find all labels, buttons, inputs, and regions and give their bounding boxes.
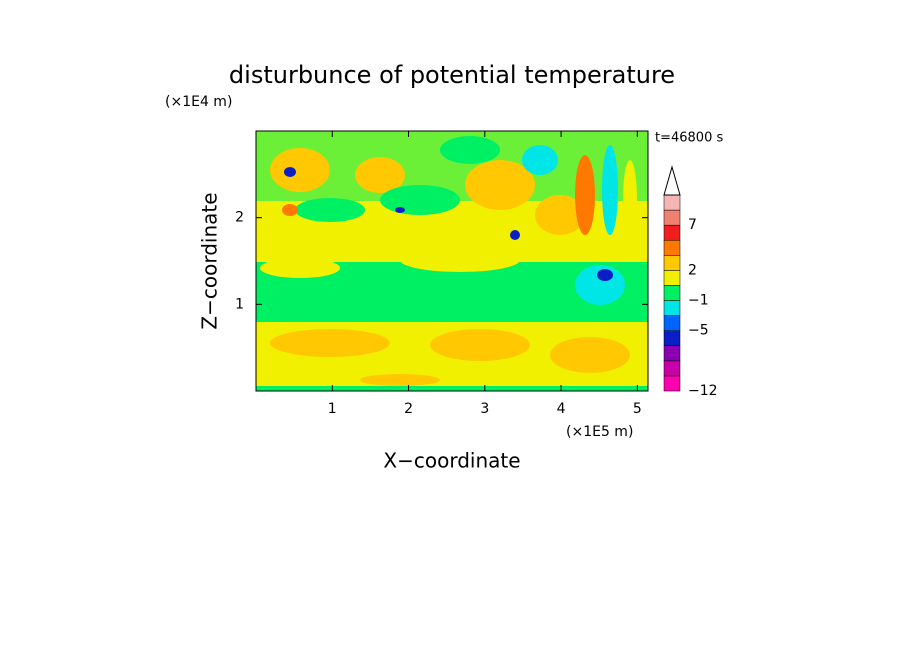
colorbar-segment: [663, 239, 681, 256]
colorbar-segment: [663, 270, 681, 286]
x-axis-label: X−coordinate: [383, 449, 520, 473]
colorbar-segment: [663, 300, 681, 316]
colorbar-label: −12: [688, 383, 718, 399]
colorbar-segment: [663, 255, 681, 271]
colorbar-label: −5: [688, 323, 709, 339]
colorbar-label: −1: [688, 293, 709, 309]
colorbar-segment: [663, 285, 681, 301]
colorbar-segment: [663, 345, 681, 362]
colorbar-segment: [663, 224, 681, 241]
y-unit: (×1E4 m): [165, 94, 232, 110]
colorbar-extension: [663, 165, 681, 196]
x-tick-label: 1: [328, 401, 337, 417]
x-tick-label: 4: [557, 401, 566, 417]
plot-frame: [255, 130, 649, 392]
colorbar-segment: [663, 360, 681, 377]
time-label: t=46800 s: [655, 131, 723, 146]
x-unit: (×1E5 m): [566, 424, 633, 440]
y-tick-label: 1: [235, 296, 244, 312]
contour-field: [256, 131, 648, 391]
y-tick-label: 2: [235, 210, 244, 226]
colorbar-segment: [663, 194, 681, 211]
colorbar-label: 2: [688, 262, 697, 278]
x-tick-label: 3: [480, 401, 489, 417]
colorbar-label: 7: [688, 217, 697, 233]
y-axis-label: Z−coordinate: [198, 192, 222, 329]
x-tick-label: 2: [404, 401, 413, 417]
colorbar-segment: [663, 375, 681, 392]
x-tick-label: 5: [633, 401, 642, 417]
colorbar-segment: [663, 315, 681, 331]
colorbar-segment: [663, 209, 681, 226]
colorbar-segment: [663, 330, 681, 347]
chart-title: disturbunce of potential temperature: [229, 61, 675, 89]
